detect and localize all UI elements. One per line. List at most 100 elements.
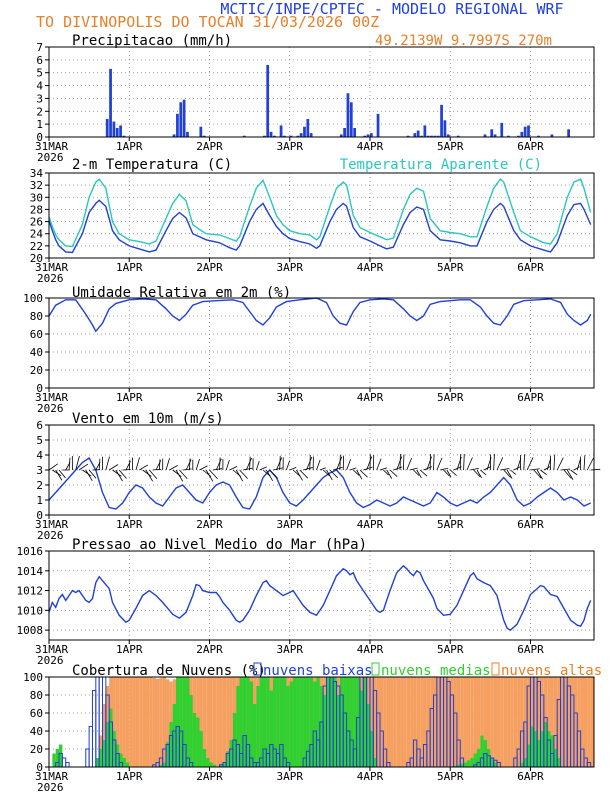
cloud-bar-nuvens-medias [249, 681, 253, 767]
cloud-bar-nuvens-altas [557, 677, 561, 767]
rh-xtick-label: 2APR [196, 391, 223, 404]
cloud-bar-nuvens-altas [480, 677, 484, 767]
cloud-bar-nuvens-medias [122, 758, 126, 767]
temp-title: 2-m Temperatura (C) [72, 157, 232, 173]
wind-arrow [239, 469, 248, 479]
cloud-bar-nuvens-medias [487, 749, 491, 767]
cloud-bar-nuvens-altas [380, 677, 384, 767]
cloud-bar-nuvens-altas [386, 677, 391, 767]
rh-xtick-label: 3APR [276, 391, 303, 404]
cloud-bar-nuvens-altas [517, 677, 521, 767]
cloud-bar-nuvens-medias [557, 758, 561, 767]
cloud-bar-nuvens-altas [550, 677, 554, 767]
wind-arrow [389, 469, 398, 477]
wind-arrow [503, 469, 511, 478]
wind-ytick-label: 0 [36, 509, 43, 522]
cloud-bar-nuvens-altas [537, 677, 541, 767]
cloud-bar-nuvens-medias [359, 690, 364, 767]
cloud-bar-nuvens-medias [356, 677, 360, 767]
temp-ytick-label: 26 [30, 216, 43, 229]
precip-bar [406, 135, 410, 137]
cloud-bar-nuvens-medias [527, 744, 531, 767]
cloud-bar-nuvens-altas [470, 677, 474, 767]
cloud-bar-nuvens-altas [406, 677, 411, 767]
precip-bar [119, 125, 122, 137]
cloud-bar-nuvens-medias [537, 740, 541, 767]
cloud-bar-nuvens-medias [112, 731, 116, 767]
wind-arrow [393, 466, 403, 471]
wind-arrow [416, 469, 422, 479]
wind-arrow [476, 469, 482, 479]
wind-arrow [229, 466, 238, 471]
cloud-bar-nuvens-medias [256, 686, 260, 767]
pres-xtick-label: 2APR [196, 643, 223, 656]
wind-arrow [383, 469, 389, 476]
wind-arrow [275, 457, 283, 471]
wind-arrow [279, 455, 281, 471]
cloud-bar-nuvens-altas [573, 677, 578, 767]
cloud-bar-nuvens-medias [520, 762, 524, 767]
wind-arrow [386, 469, 393, 479]
wind-arrow [265, 469, 274, 482]
cloud-bar-nuvens-altas [416, 677, 421, 767]
precip-bar [430, 135, 433, 137]
cloud-bar-nuvens-altas [390, 677, 394, 767]
cloud-bar-nuvens-altas [413, 677, 417, 767]
wind-arrow [205, 469, 214, 482]
cloud-bar-nuvens-medias [286, 686, 290, 767]
cloud-bar-nuvens-altas [507, 677, 511, 767]
wind-arrow [566, 469, 574, 481]
wind-arrow [179, 469, 188, 480]
wind-xtick-label: 6APR [517, 518, 544, 531]
rh-title: Umidade Relativa em 2m (%) [72, 285, 291, 301]
precip-bar [269, 131, 273, 137]
wind-arrow [363, 466, 373, 471]
precip-ytick-label: 6 [36, 54, 43, 67]
precip-bar [303, 126, 306, 137]
cloud-bar-nuvens-altas [166, 679, 170, 767]
cloud-title: Cobertura de Nuvens (%) [72, 663, 266, 679]
wind-ytick-label: 5 [36, 434, 43, 447]
precip-bar [446, 134, 450, 137]
cloud-bar-nuvens-medias [299, 677, 304, 767]
pres-xtick-label: 6APR [517, 643, 544, 656]
wind-arrow [299, 469, 309, 479]
cloud-bar-nuvens-medias [336, 695, 340, 767]
wind-arrow [135, 457, 140, 471]
cloud-bar-nuvens-medias [182, 677, 187, 767]
clouds-xtick-label: 3APR [276, 770, 303, 783]
wind-arrow [172, 469, 182, 477]
cloud-bar-nuvens-baixas [61, 757, 67, 768]
clouds-xtick-label: 6APR [517, 770, 544, 783]
wind-arrow [142, 469, 152, 477]
cloud-bar-nuvens-altas [473, 677, 477, 767]
precip-bar [115, 128, 119, 137]
precip-bar [567, 129, 570, 137]
wind-arrow [410, 467, 418, 471]
cloud-bar-nuvens-altas [476, 677, 481, 767]
wind-arrow [333, 466, 343, 471]
temp-xtick-label: 5APR [437, 261, 464, 274]
wind-xtick-label: 1APR [116, 518, 143, 531]
cloud-bar-nuvens-altas [152, 677, 156, 767]
cloud-bar-nuvens-altas [393, 677, 397, 767]
cloud-bar-nuvens-baixas [65, 762, 70, 768]
wind-ytick-label: 1 [36, 494, 43, 507]
cloud-bar-nuvens-altas [229, 677, 233, 767]
rh-xtick-label: 1APR [116, 391, 143, 404]
wind-arrow [586, 457, 594, 471]
cloud-bar-nuvens-altas [553, 677, 558, 767]
rh-year-label: 2026 [37, 402, 64, 415]
wind-arrow [316, 459, 321, 471]
wind-arrow [322, 469, 330, 477]
cloud-bar-nuvens-altas [135, 677, 140, 767]
cloud-bar-nuvens-medias [279, 677, 284, 767]
wind-arrow [212, 468, 223, 471]
cloud-bar-nuvens-altas [513, 677, 518, 767]
precip-bar [176, 113, 179, 137]
wind-arrow [182, 468, 192, 471]
precip-xtick-label: 1APR [116, 140, 143, 153]
cloud-bar-nuvens-medias [493, 762, 498, 767]
rh-xtick-label: 31MAR [35, 391, 68, 404]
